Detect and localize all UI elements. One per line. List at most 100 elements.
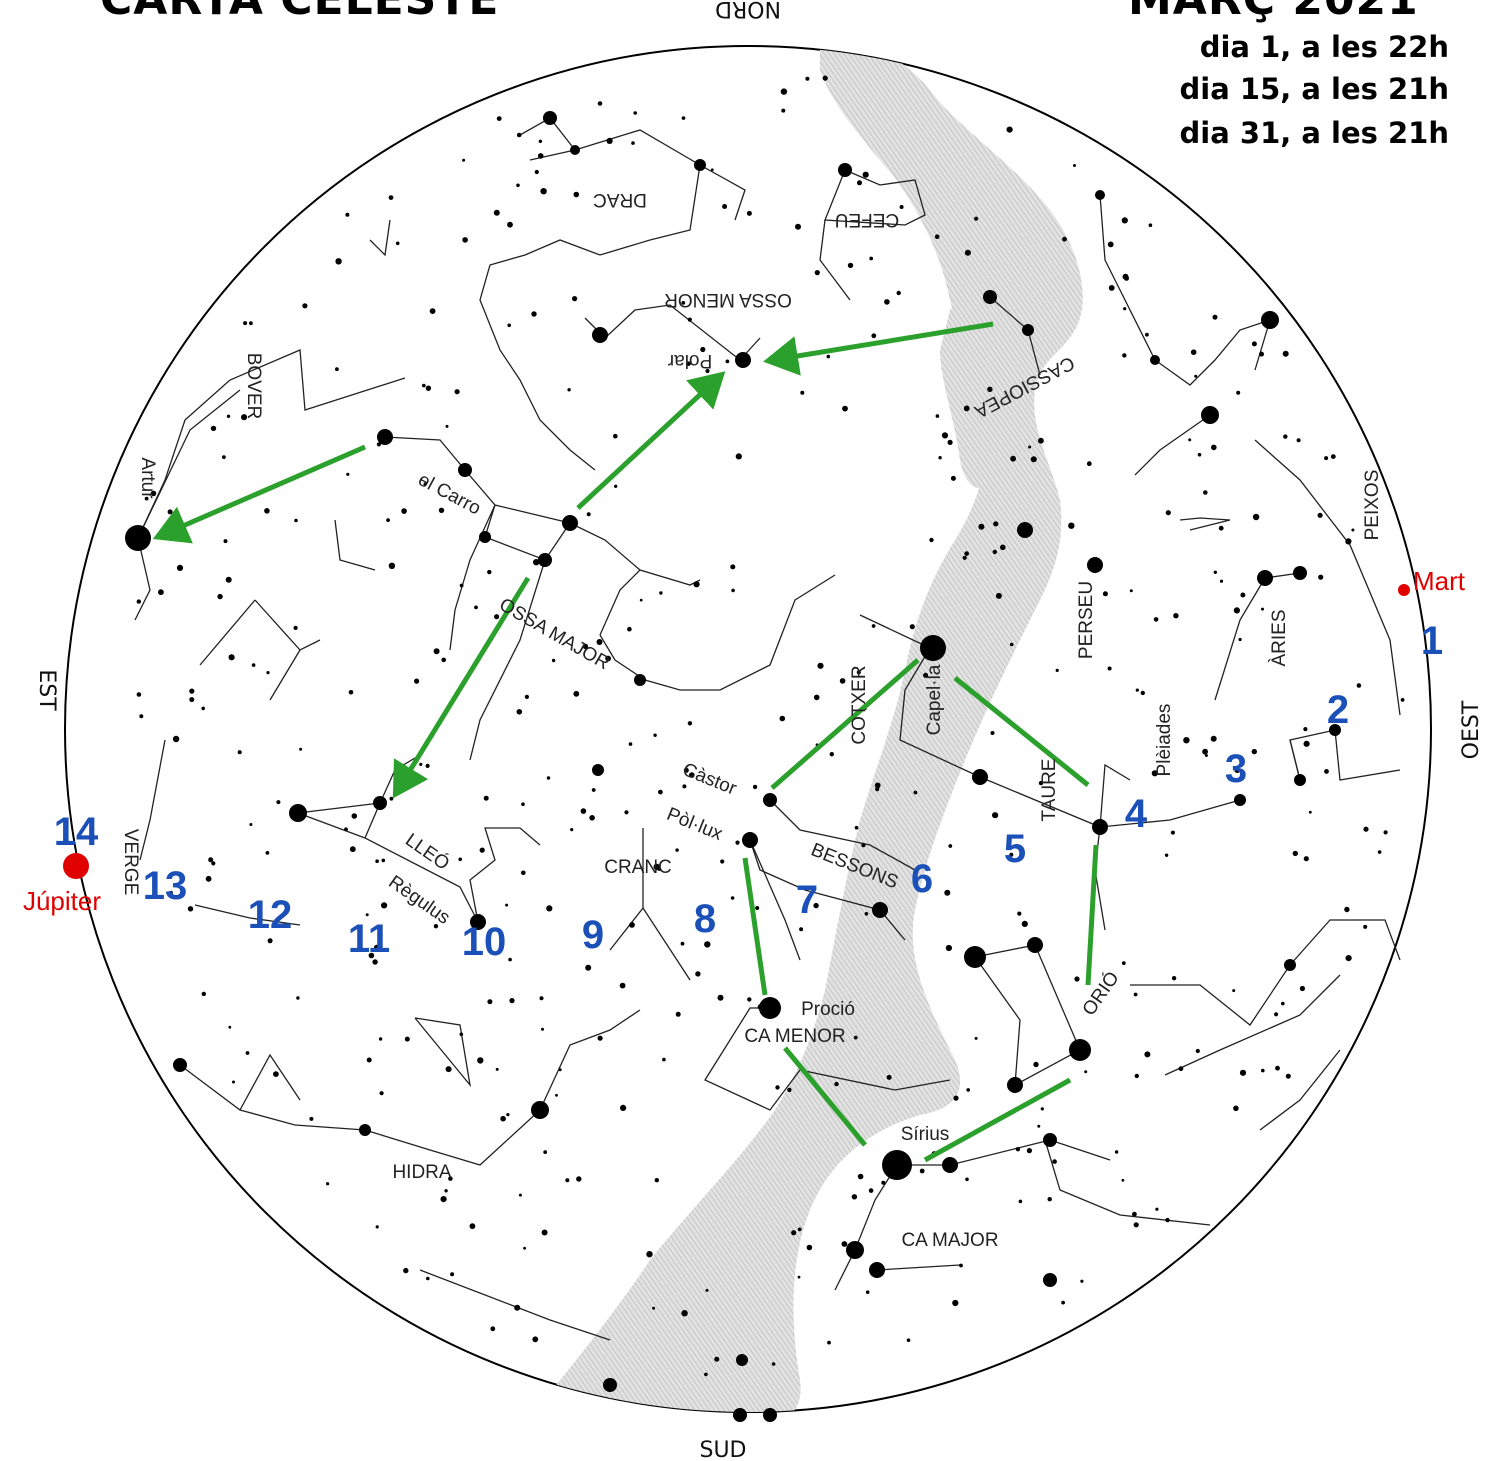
- faint-star: [158, 589, 164, 596]
- faint-star: [606, 137, 613, 144]
- faint-star: [1299, 985, 1305, 992]
- faint-star: [700, 346, 706, 353]
- faint-star: [211, 861, 216, 866]
- star: [458, 463, 472, 477]
- faint-star: [348, 690, 354, 695]
- faint-star: [537, 153, 544, 159]
- faint-star: [1144, 1051, 1151, 1058]
- faint-star: [570, 828, 574, 832]
- star: [1201, 406, 1219, 424]
- faint-star: [414, 678, 420, 684]
- faint-star: [884, 299, 890, 305]
- faint-star: [1132, 1211, 1137, 1217]
- horizon-number-10: 10: [462, 920, 507, 964]
- faint-star: [847, 262, 854, 269]
- faint-star: [639, 598, 643, 602]
- faint-star: [494, 614, 500, 620]
- label-peixos: PEIXOS: [1362, 470, 1383, 541]
- faint-star: [653, 863, 660, 871]
- faint-star: [345, 212, 350, 217]
- faint-star: [771, 1362, 776, 1366]
- faint-star: [689, 772, 695, 778]
- star: [289, 804, 307, 822]
- faint-star: [1009, 852, 1014, 857]
- label-taure: TAURE: [1039, 759, 1060, 822]
- faint-star: [620, 1104, 627, 1111]
- star: [1027, 937, 1043, 953]
- faint-star: [150, 490, 157, 497]
- faint-star: [505, 903, 509, 907]
- planet-mart-label: Mart: [1413, 566, 1466, 596]
- faint-star: [558, 1068, 562, 1072]
- faint-star: [1171, 976, 1177, 981]
- faint-star: [597, 101, 603, 106]
- faint-star: [243, 321, 248, 326]
- faint-star: [546, 776, 551, 780]
- faint-star: [1121, 217, 1128, 224]
- faint-star: [817, 662, 824, 669]
- faint-star: [974, 216, 979, 221]
- faint-star: [401, 508, 407, 514]
- faint-star: [139, 714, 144, 719]
- faint-star: [966, 1088, 970, 1092]
- faint-star: [1219, 579, 1224, 583]
- faint-star: [1233, 607, 1240, 614]
- faint-star: [791, 1230, 797, 1236]
- faint-star: [176, 564, 184, 572]
- faint-star: [1285, 1073, 1291, 1079]
- faint-star: [551, 658, 556, 663]
- faint-star: [450, 1272, 455, 1277]
- faint-star: [827, 1340, 831, 1345]
- faint-star: [532, 1336, 539, 1343]
- faint-star: [627, 626, 632, 632]
- cardinal-south: SUD: [699, 1438, 746, 1461]
- faint-star: [1204, 754, 1208, 757]
- faint-star: [948, 844, 953, 848]
- faint-star: [1356, 683, 1362, 688]
- faint-star: [423, 482, 427, 486]
- faint-star: [1212, 314, 1218, 320]
- faint-star: [264, 508, 270, 514]
- faint-star: [1153, 617, 1159, 622]
- faint-star: [953, 1095, 959, 1101]
- faint-star: [378, 1037, 383, 1041]
- faint-star: [1281, 1001, 1285, 1006]
- faint-star: [589, 815, 595, 821]
- faint-star: [495, 1067, 499, 1071]
- faint-star: [326, 1182, 330, 1186]
- label-verge: VERGE: [120, 829, 141, 896]
- faint-star: [524, 694, 530, 700]
- faint-star: [1261, 607, 1264, 611]
- faint-star: [658, 789, 663, 795]
- faint-star: [780, 88, 788, 95]
- star: [1257, 570, 1273, 586]
- horizon-number-14: 14: [54, 810, 99, 854]
- star: [373, 796, 387, 810]
- faint-star: [1234, 767, 1241, 773]
- faint-star: [1183, 737, 1190, 744]
- faint-star: [842, 405, 848, 412]
- star: [1043, 1273, 1057, 1287]
- horizon-number-7: 7: [796, 878, 818, 922]
- faint-star: [533, 559, 540, 566]
- faint-star: [1009, 642, 1014, 647]
- faint-star: [752, 784, 758, 790]
- faint-star: [368, 952, 375, 959]
- star: [872, 902, 888, 918]
- faint-star: [403, 1267, 409, 1274]
- faint-star: [864, 912, 869, 916]
- faint-star: [372, 959, 378, 965]
- faint-star: [1133, 992, 1138, 997]
- faint-star: [1197, 452, 1202, 457]
- faint-star: [913, 790, 918, 795]
- star-pollux: [742, 832, 758, 848]
- star-castor: [763, 793, 777, 807]
- arrow-to-regulus: [392, 576, 531, 799]
- faint-star: [1324, 769, 1329, 774]
- faint-star: [567, 388, 571, 392]
- faint-star: [1303, 727, 1308, 732]
- faint-star: [681, 1310, 688, 1317]
- faint-star: [521, 802, 525, 806]
- faint-star: [309, 1116, 314, 1121]
- faint-star: [800, 390, 805, 395]
